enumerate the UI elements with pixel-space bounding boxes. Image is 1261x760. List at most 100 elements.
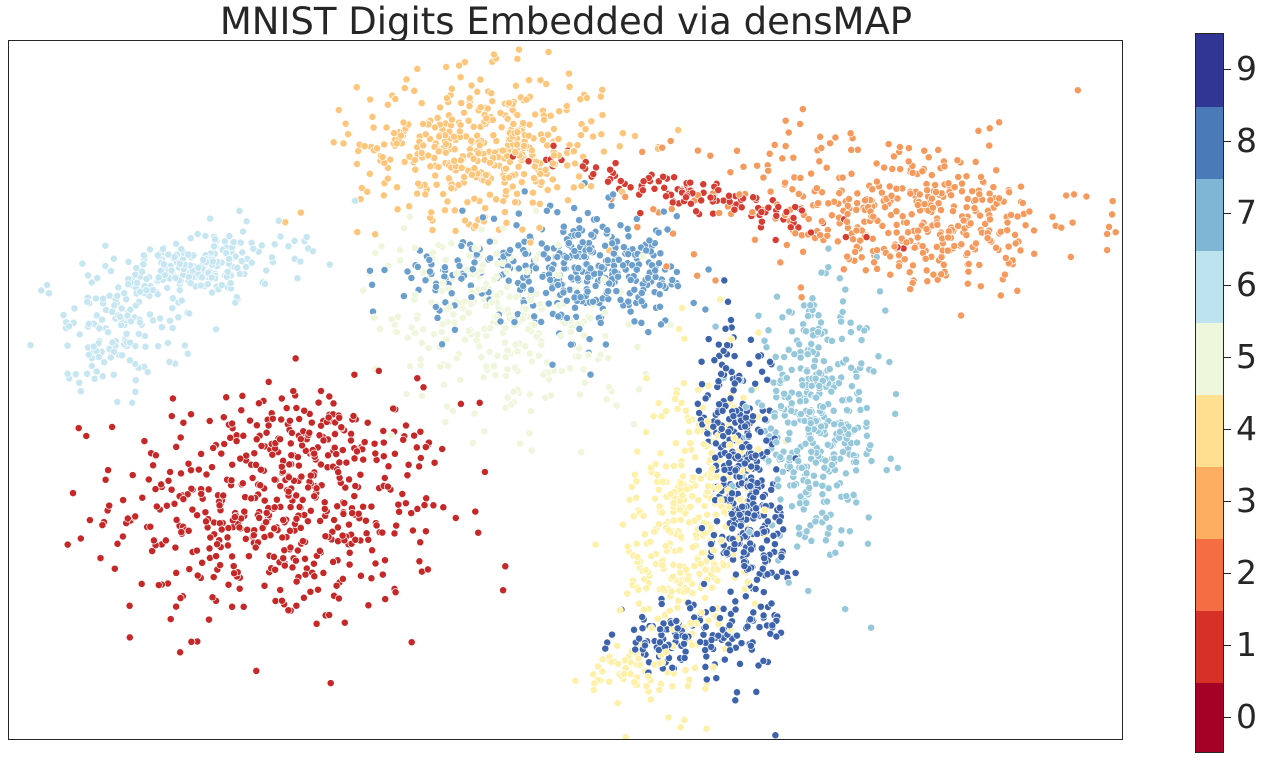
- point-digit-0: [321, 532, 330, 541]
- point-digit-6: [168, 324, 177, 332]
- point-digit-4: [712, 472, 721, 481]
- point-digit-7: [811, 458, 820, 467]
- point-digit-0: [332, 450, 341, 459]
- point-digit-4: [640, 530, 649, 539]
- point-digit-3: [464, 116, 473, 125]
- point-digit-4: [730, 434, 739, 442]
- point-digit-8: [655, 281, 664, 290]
- point-digit-0: [480, 468, 489, 476]
- point-digit-0: [345, 560, 354, 569]
- point-digit-5: [396, 246, 404, 255]
- point-digit-4: [679, 379, 688, 388]
- point-digit-0: [371, 449, 380, 458]
- point-digit-7: [819, 472, 828, 481]
- point-digit-8: [637, 318, 646, 327]
- point-digit-6: [92, 367, 101, 376]
- point-digit-9: [746, 482, 755, 491]
- point-digit-7: [819, 403, 827, 411]
- point-digit-8: [575, 216, 584, 225]
- point-digit-0: [224, 580, 233, 589]
- point-digit-0: [345, 475, 354, 484]
- point-digit-2: [784, 128, 793, 137]
- point-digit-2: [928, 203, 937, 212]
- point-digit-9: [772, 632, 781, 641]
- point-digit-8: [530, 312, 539, 321]
- point-digit-9: [763, 536, 771, 545]
- point-digit-2: [689, 250, 698, 259]
- point-digit-0: [367, 574, 376, 583]
- point-digit-8: [542, 289, 550, 297]
- point-digit-3: [489, 131, 498, 140]
- point-digit-9: [711, 439, 720, 448]
- point-digit-2: [894, 262, 903, 271]
- point-digit-6: [104, 328, 113, 337]
- point-digit-6: [238, 248, 247, 257]
- point-digit-3: [428, 226, 437, 235]
- point-digit-8: [586, 264, 595, 273]
- point-digit-6: [134, 330, 143, 338]
- point-digit-8: [701, 305, 710, 314]
- point-digit-4: [713, 565, 722, 574]
- point-digit-9: [734, 452, 742, 461]
- point-digit-7: [776, 495, 785, 504]
- point-digit-1: [772, 211, 781, 220]
- colorbar-tick: [1224, 429, 1231, 430]
- point-digit-5: [666, 320, 675, 329]
- point-digit-3: [447, 184, 456, 193]
- point-digit-3: [365, 169, 374, 178]
- point-digit-4: [682, 485, 691, 494]
- point-digit-2: [853, 199, 862, 208]
- point-digit-3: [544, 48, 553, 56]
- point-digit-6: [109, 254, 118, 263]
- point-digit-7: [769, 378, 778, 387]
- point-digit-6: [84, 350, 93, 359]
- point-digit-2: [1108, 197, 1117, 206]
- point-digit-0: [314, 398, 323, 407]
- point-digit-0: [335, 413, 344, 422]
- point-digit-2: [957, 240, 966, 249]
- point-digit-0: [98, 521, 107, 530]
- point-digit-0: [260, 581, 269, 590]
- point-digit-2: [906, 189, 915, 198]
- point-digit-0: [320, 498, 329, 507]
- point-digit-0: [270, 475, 279, 484]
- point-digit-0: [197, 489, 206, 498]
- point-digit-1: [616, 177, 625, 185]
- point-digit-6: [106, 353, 115, 362]
- point-digit-2: [929, 270, 938, 279]
- point-digit-6: [208, 288, 216, 297]
- point-digit-5: [434, 241, 443, 249]
- point-digit-2: [922, 266, 931, 275]
- point-digit-8: [380, 266, 389, 274]
- point-digit-9: [735, 510, 744, 519]
- point-digit-8: [514, 241, 523, 250]
- point-digit-1: [706, 193, 715, 202]
- point-digit-5: [503, 365, 512, 374]
- point-digit-2: [908, 261, 917, 270]
- point-digit-1: [626, 183, 635, 192]
- point-digit-9: [753, 575, 761, 584]
- point-digit-2: [902, 218, 911, 227]
- point-digit-7: [850, 425, 859, 434]
- point-digit-3: [469, 154, 478, 163]
- point-digit-0: [118, 532, 127, 541]
- point-digit-8: [642, 246, 651, 255]
- point-digit-3: [481, 204, 490, 213]
- point-digit-4: [655, 659, 664, 668]
- point-digit-7: [847, 363, 856, 372]
- point-digit-8: [553, 208, 562, 217]
- point-digit-7: [852, 458, 861, 467]
- point-digit-9: [771, 731, 780, 739]
- colorbar-tick: [1224, 357, 1231, 358]
- point-digit-6: [70, 304, 79, 313]
- point-digit-3: [424, 151, 433, 160]
- point-digit-0: [367, 502, 376, 511]
- point-digit-0: [392, 521, 401, 530]
- point-digit-7: [773, 475, 782, 484]
- point-digit-2: [638, 147, 647, 156]
- point-digit-5: [521, 342, 530, 351]
- point-digit-3: [411, 165, 420, 174]
- point-digit-2: [816, 231, 825, 240]
- point-digit-6: [201, 232, 210, 240]
- point-digit-7: [862, 404, 871, 412]
